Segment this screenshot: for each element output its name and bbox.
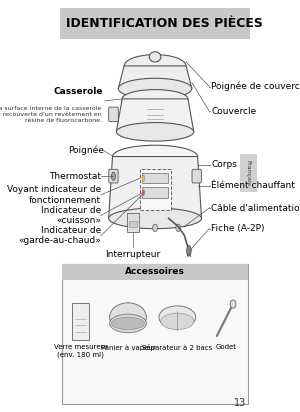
Polygon shape [116, 99, 194, 132]
FancyBboxPatch shape [62, 264, 248, 404]
Text: Interrupteur: Interrupteur [105, 250, 160, 259]
Ellipse shape [176, 224, 181, 232]
Text: Godet: Godet [215, 344, 236, 350]
Ellipse shape [110, 314, 146, 333]
Ellipse shape [110, 303, 146, 332]
Ellipse shape [116, 123, 194, 141]
Circle shape [142, 190, 145, 196]
FancyBboxPatch shape [140, 169, 170, 210]
Ellipse shape [159, 306, 196, 329]
Text: Indicateur de
«cuisson»: Indicateur de «cuisson» [40, 206, 101, 225]
Polygon shape [118, 66, 192, 89]
Ellipse shape [112, 317, 144, 330]
Ellipse shape [112, 145, 198, 168]
FancyBboxPatch shape [109, 169, 118, 183]
FancyBboxPatch shape [192, 169, 201, 183]
Text: Câble d'alimentation: Câble d'alimentation [211, 204, 300, 213]
FancyBboxPatch shape [109, 107, 118, 122]
Text: Thermostat: Thermostat [49, 172, 101, 181]
Text: Voyant indicateur de
fonctionnement: Voyant indicateur de fonctionnement [7, 185, 101, 205]
Circle shape [112, 172, 116, 180]
FancyBboxPatch shape [72, 303, 89, 340]
FancyBboxPatch shape [142, 173, 168, 183]
Ellipse shape [230, 300, 236, 308]
Text: Poignée de couvercle: Poignée de couvercle [211, 82, 300, 91]
Ellipse shape [161, 313, 194, 330]
Circle shape [142, 176, 145, 181]
Ellipse shape [129, 224, 134, 232]
FancyBboxPatch shape [127, 213, 139, 232]
Text: Couvercle: Couvercle [211, 107, 256, 116]
Text: Poignée: Poignée [68, 145, 104, 155]
Text: Corps: Corps [211, 160, 237, 169]
FancyBboxPatch shape [60, 8, 250, 39]
Ellipse shape [124, 55, 186, 77]
Polygon shape [109, 157, 202, 218]
Text: La surface interne de la casserole
est recouverte d'un revêtement en
résine de f: La surface interne de la casserole est r… [0, 106, 102, 123]
Text: Panier à vapeur: Panier à vapeur [100, 344, 155, 351]
Ellipse shape [109, 208, 202, 229]
Ellipse shape [118, 78, 192, 99]
Text: IDENTIFICATION DES PIÈCES: IDENTIFICATION DES PIÈCES [66, 17, 263, 30]
Circle shape [187, 246, 191, 255]
Ellipse shape [122, 90, 188, 108]
Text: Casserole: Casserole [53, 87, 103, 96]
Text: Accessoires: Accessoires [125, 267, 185, 276]
FancyBboxPatch shape [129, 221, 137, 227]
Text: Verre mesureur
(env. 180 ml): Verre mesureur (env. 180 ml) [54, 344, 108, 358]
Ellipse shape [153, 224, 158, 232]
Text: Séparateur à 2 bacs: Séparateur à 2 bacs [142, 344, 212, 351]
Text: Élément chauffant: Élément chauffant [211, 181, 295, 190]
FancyBboxPatch shape [62, 264, 248, 280]
Text: Fiche (A-2P): Fiche (A-2P) [211, 224, 265, 233]
Ellipse shape [149, 52, 161, 62]
Text: Français: Français [246, 160, 251, 186]
Text: Indicateur de
«garde-au-chaud»: Indicateur de «garde-au-chaud» [18, 226, 101, 246]
FancyBboxPatch shape [142, 187, 168, 198]
Text: 13: 13 [234, 398, 246, 408]
